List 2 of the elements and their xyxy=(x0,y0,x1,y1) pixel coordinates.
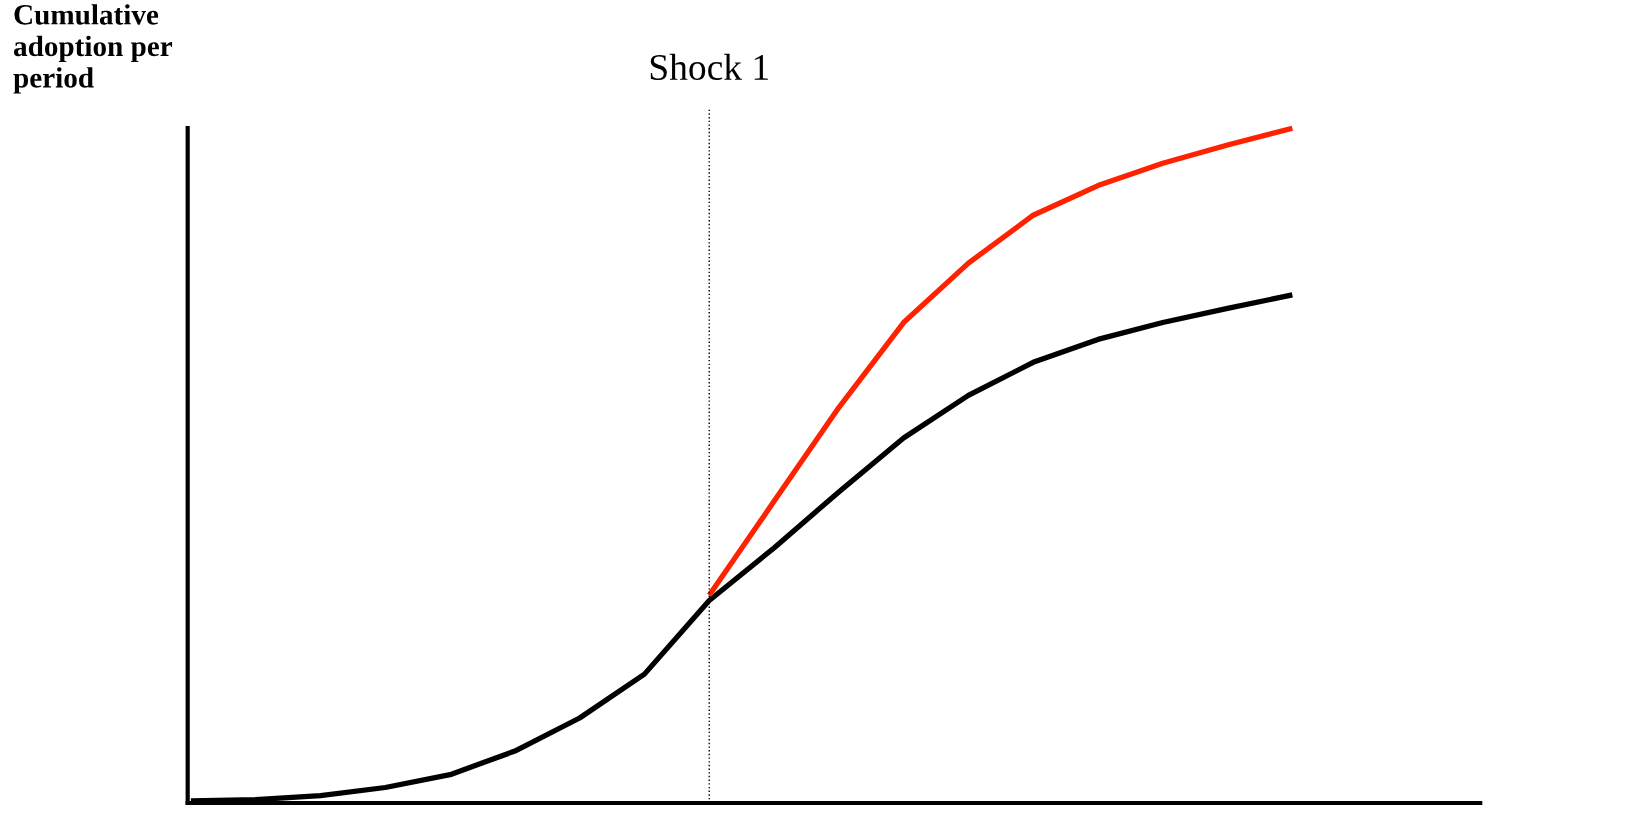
text: Shock 1 xyxy=(650,53,768,81)
y-axis-title: Cumulative adoption per period xyxy=(13,4,173,94)
